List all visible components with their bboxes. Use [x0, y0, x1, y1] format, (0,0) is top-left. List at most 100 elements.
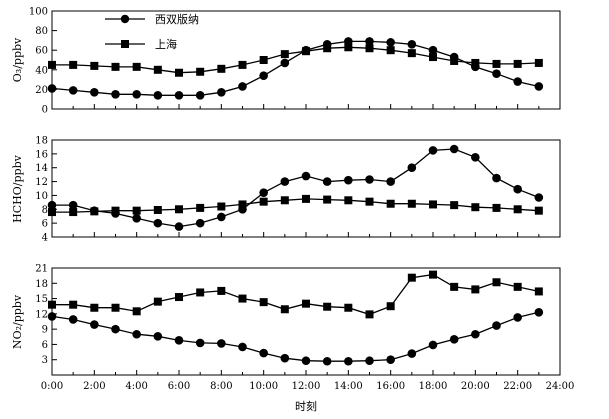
no2-point-shanghai	[513, 282, 522, 291]
x-tick-label: 14:00	[334, 381, 363, 392]
legend-marker-shanghai	[121, 40, 129, 48]
hcho-point-shanghai	[153, 205, 162, 214]
no2-point-xishuangbanna	[174, 336, 184, 345]
hcho-y-tick-label: 12	[35, 177, 48, 188]
no2-point-shanghai	[450, 282, 459, 291]
x-tick-label: 18:00	[419, 381, 448, 392]
no2-point-xishuangbanna	[132, 329, 141, 339]
o3-y-tick-label: 20	[35, 85, 48, 96]
no2-point-xishuangbanna	[407, 349, 417, 358]
hcho-point-xishuangbanna	[365, 175, 374, 184]
no2-point-shanghai	[132, 307, 141, 316]
o3-series-line-xishuangbanna	[51, 40, 539, 96]
hcho-point-shanghai	[429, 200, 437, 209]
no2-point-shanghai	[111, 303, 120, 312]
o3-point-xishuangbanna	[492, 69, 501, 79]
panel-no2: 3 6 9 12 15 18 21 0:00 2:00 4:00 6:00 8:00 10:00 12:…	[11, 264, 574, 414]
no2-point-xishuangbanna	[428, 340, 438, 350]
o3-point-xishuangbanna	[386, 38, 395, 47]
hcho-point-xishuangbanna	[280, 177, 290, 186]
x-tick-label: 2:00	[83, 381, 105, 392]
o3-point-shanghai	[365, 44, 374, 53]
o3-point-xishuangbanna	[195, 90, 205, 100]
no2-point-xishuangbanna	[471, 329, 480, 339]
o3-point-shanghai	[259, 56, 268, 64]
no2-point-xishuangbanna	[259, 348, 268, 358]
o3-point-xishuangbanna	[534, 82, 544, 91]
no2-point-xishuangbanna	[217, 339, 226, 348]
o3-y-tick-label: 40	[35, 65, 48, 76]
hcho-point-shanghai	[407, 199, 416, 208]
hcho-point-shanghai	[259, 197, 268, 206]
panel-hcho: 4 6 8 10 12 14 16 18 HCHO/ppbv	[11, 136, 561, 244]
panel-o3-lines	[51, 40, 539, 96]
o3-point-shanghai	[534, 58, 543, 67]
hcho-point-xishuangbanna	[492, 173, 501, 183]
no2-point-shanghai	[259, 298, 268, 307]
hcho-point-shanghai	[386, 199, 395, 208]
no2-point-xishuangbanna	[365, 356, 374, 366]
hcho-y-tick-label: 4	[42, 233, 48, 244]
o3-point-shanghai	[48, 60, 56, 69]
panel-o3-markers	[47, 37, 544, 100]
hcho-y-tick-label: 16	[35, 149, 48, 160]
hcho-point-shanghai	[365, 197, 374, 206]
no2-point-xishuangbanna	[90, 320, 99, 329]
no2-point-xishuangbanna	[534, 308, 544, 317]
panel-hcho-lines	[52, 148, 540, 228]
hcho-y-tick-label: 18	[35, 136, 48, 147]
panel-no2-y-axis-title: NO₂/ppbv	[11, 294, 24, 349]
no2-point-shanghai	[471, 285, 480, 294]
o3-point-shanghai	[238, 60, 247, 69]
hcho-series-line-shanghai	[52, 198, 539, 213]
no2-point-xishuangbanna	[153, 331, 163, 341]
o3-y-tick-label: 80	[35, 26, 48, 37]
o3-point-xishuangbanna	[111, 90, 120, 99]
no2-point-shanghai	[344, 303, 353, 312]
o3-point-xishuangbanna	[365, 37, 374, 46]
panel-no2-markers	[47, 270, 544, 366]
hcho-point-xishuangbanna	[428, 146, 438, 155]
hcho-point-shanghai	[450, 201, 459, 210]
no2-point-xishuangbanna	[492, 321, 501, 330]
o3-point-shanghai	[513, 59, 522, 68]
legend-marker-xishuangbanna	[120, 14, 130, 24]
hcho-point-xishuangbanna	[322, 177, 332, 186]
hcho-point-shanghai	[534, 206, 543, 215]
o3-point-shanghai	[429, 53, 437, 62]
hcho-y-tick-label: 6	[42, 219, 48, 230]
no2-point-shanghai	[280, 305, 289, 314]
hcho-point-xishuangbanna	[68, 200, 78, 210]
no2-y-tick-label: 15	[35, 294, 48, 305]
hcho-point-xishuangbanna	[471, 153, 480, 162]
hcho-point-shanghai	[323, 195, 332, 204]
no2-point-xishuangbanna	[344, 356, 353, 366]
o3-point-shanghai	[196, 67, 205, 76]
no2-point-xishuangbanna	[68, 315, 78, 324]
o3-point-shanghai	[280, 50, 289, 59]
o3-point-xishuangbanna	[174, 90, 184, 100]
x-axis-title: 时刻	[295, 399, 317, 413]
hcho-point-shanghai	[48, 208, 56, 217]
hcho-point-xishuangbanna	[449, 144, 459, 154]
hcho-point-shanghai	[196, 203, 205, 212]
o3-point-xishuangbanna	[217, 88, 226, 97]
o3-point-shanghai	[132, 62, 141, 71]
panel-no2-x-ticks: 0:00 2:00 4:00 6:00 8:00 10:00 12:00 14:00 16:00…	[41, 370, 574, 392]
no2-point-shanghai	[429, 270, 437, 279]
hcho-point-xishuangbanna	[195, 218, 205, 228]
o3-point-shanghai	[175, 68, 183, 77]
o3-y-tick-label: 0	[42, 105, 48, 116]
legend-label-xishuangbanna: 西双版纳	[155, 12, 199, 26]
x-tick-label: 8:00	[210, 381, 232, 392]
no2-point-shanghai	[153, 297, 162, 306]
hcho-point-xishuangbanna	[217, 212, 226, 222]
hcho-point-shanghai	[69, 208, 78, 217]
no2-y-tick-label: 3	[42, 355, 48, 366]
no2-y-tick-label: 21	[35, 264, 48, 275]
panel-o3-y-axis-title: O₃/ppbv	[11, 37, 24, 82]
no2-point-shanghai	[323, 302, 332, 311]
no2-point-xishuangbanna	[111, 324, 120, 334]
no2-y-tick-label: 6	[42, 340, 48, 351]
